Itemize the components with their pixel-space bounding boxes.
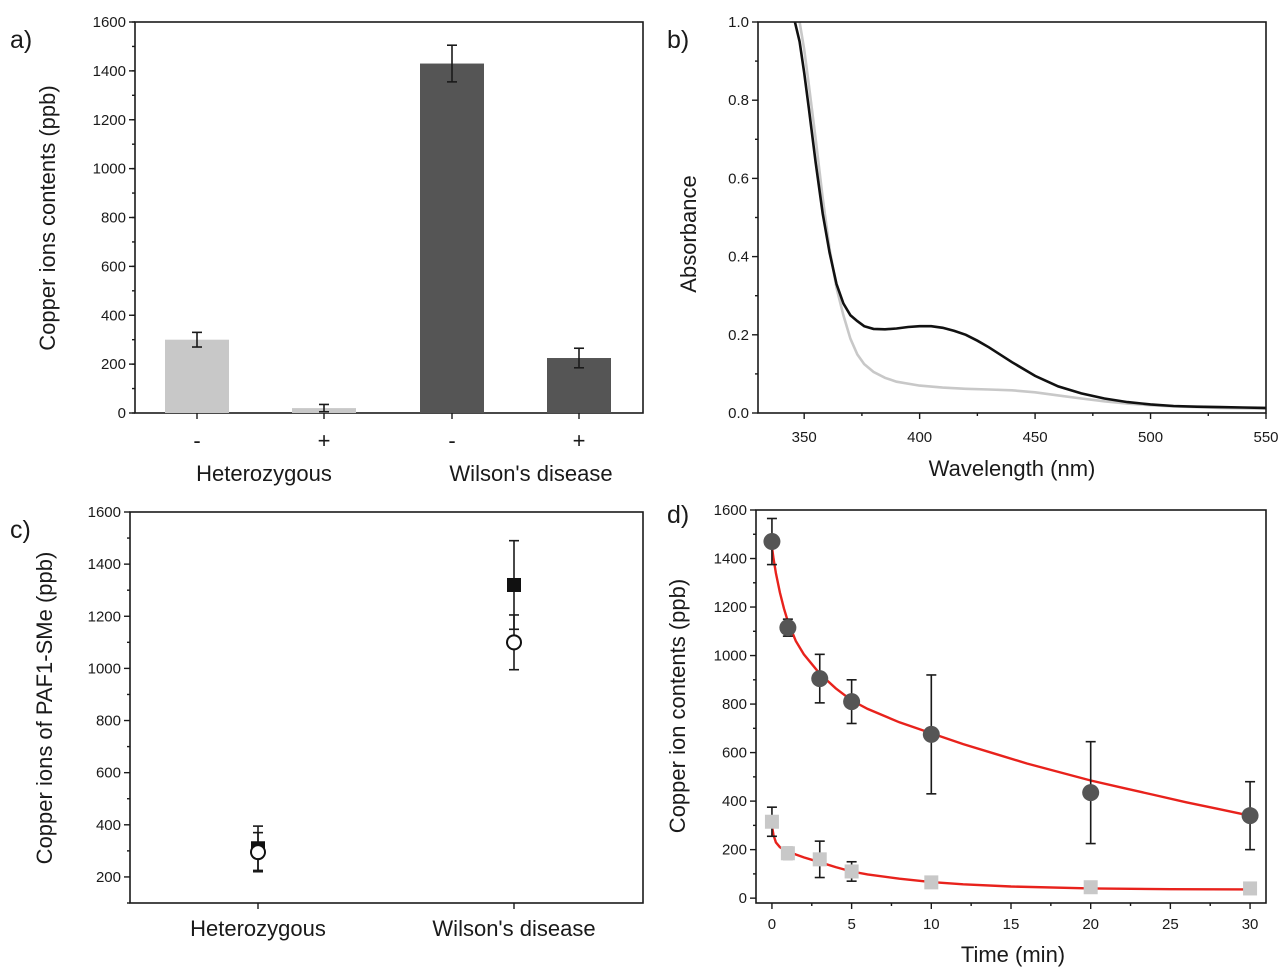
category-label: Wilson's disease bbox=[432, 916, 595, 941]
axis-d-xtick-label: 15 bbox=[1003, 916, 1020, 933]
axis-d-ytick-label: 800 bbox=[722, 696, 747, 713]
axis-d-ytick-label: 1600 bbox=[714, 502, 747, 519]
axis-d-ytick-label: 1000 bbox=[714, 648, 747, 665]
bar bbox=[165, 339, 229, 413]
panel-a: 0 200 400 600 800 1000 1200 1400 1600 a) Copper io… bbox=[10, 14, 644, 486]
point-square bbox=[507, 577, 521, 592]
bar-sign-label: - bbox=[193, 428, 200, 453]
x-axis-title: Wavelength (nm) bbox=[929, 456, 1096, 481]
axis-c-ytick-label: 400 bbox=[96, 817, 121, 834]
axis-a-ytick-label: 600 bbox=[101, 258, 126, 275]
axis-d-xtick-label: 30 bbox=[1242, 916, 1259, 933]
axis-d-xtick-label: 0 bbox=[768, 916, 776, 933]
spectrum-line bbox=[793, 22, 1266, 410]
spectrum-line bbox=[798, 22, 1266, 410]
axis-c-ytick-label: 1200 bbox=[88, 608, 121, 625]
axis-a-ytick-label: 1400 bbox=[93, 63, 126, 80]
panel-label: b) bbox=[667, 26, 689, 54]
axis-a-ytick-label: 200 bbox=[101, 356, 126, 373]
panel-c: 200 400 600 800 1000 1200 1400 1600 Heterozygous… bbox=[10, 504, 644, 941]
panel-d: 0 200 400 600 800 1000 1200 1400 1600 0 5 10 15 20 25 3… bbox=[665, 501, 1267, 967]
x-axis-title: Time (min) bbox=[961, 942, 1065, 967]
axis-c-ytick-label: 200 bbox=[96, 869, 121, 886]
plot-frame bbox=[129, 511, 644, 904]
axis-b-ytick-label: 0.4 bbox=[728, 249, 749, 266]
axis-c-ytick-label: 1600 bbox=[88, 504, 121, 521]
axis-c-ytick-label: 600 bbox=[96, 765, 121, 782]
axis-b-ytick-label: 0.8 bbox=[728, 92, 749, 109]
axis-d-ytick-label: 1200 bbox=[714, 599, 747, 616]
axis-b-xtick-label: 500 bbox=[1138, 429, 1163, 446]
axis-d-ytick-label: 0 bbox=[739, 890, 747, 907]
axis-d-xtick-label: 10 bbox=[923, 916, 940, 933]
point-square bbox=[844, 864, 859, 879]
point-circle bbox=[1082, 784, 1100, 802]
point-circle bbox=[811, 670, 829, 688]
axis-b-xtick-label: 350 bbox=[792, 429, 817, 446]
point-circle bbox=[922, 725, 940, 743]
y-axis-title: Copper ion contents (ppb) bbox=[665, 579, 690, 833]
axis-a-ytick-label: 1000 bbox=[93, 161, 126, 178]
axis-d-xtick-label: 5 bbox=[847, 916, 855, 933]
axis-c-ytick-label: 1000 bbox=[88, 660, 121, 677]
panel-label: d) bbox=[667, 501, 689, 529]
bar-sign-label: + bbox=[573, 428, 586, 453]
axis-b-ytick-label: 0.0 bbox=[728, 405, 749, 422]
point-square bbox=[1083, 880, 1098, 895]
point-square bbox=[1243, 881, 1258, 896]
axis-b-xtick-label: 450 bbox=[1023, 429, 1048, 446]
bar-sign-label: + bbox=[318, 428, 331, 453]
point-square bbox=[764, 814, 779, 829]
axis-b-ytick-label: 0.2 bbox=[728, 327, 749, 344]
axis-a-ytick-label: 400 bbox=[101, 307, 126, 324]
axis-c-ytick-label: 1400 bbox=[88, 556, 121, 573]
axis-a-ytick-label: 800 bbox=[101, 210, 126, 227]
point-square bbox=[924, 875, 939, 890]
fit-curve bbox=[770, 825, 1251, 891]
axis-d-ytick-label: 1400 bbox=[714, 551, 747, 568]
y-axis-title: Absorbance bbox=[676, 175, 701, 292]
panel-label: a) bbox=[10, 26, 32, 54]
bar bbox=[420, 63, 484, 413]
point-circle bbox=[843, 693, 861, 711]
axis-d-ytick-label: 600 bbox=[722, 745, 747, 762]
fit-curve bbox=[770, 546, 1251, 817]
axis-d-xtick-label: 20 bbox=[1082, 916, 1099, 933]
point-circle bbox=[1241, 807, 1259, 825]
axis-d-ytick-label: 400 bbox=[722, 793, 747, 810]
group-label: Heterozygous bbox=[196, 461, 332, 486]
y-axis-title: Copper ions contents (ppb) bbox=[35, 85, 60, 350]
plot-frame bbox=[755, 509, 1267, 904]
axis-b-ytick-label: 0.6 bbox=[728, 170, 749, 187]
point-circle bbox=[250, 844, 266, 861]
bar-sign-label: - bbox=[448, 428, 455, 453]
axis-a-ytick-label: 1200 bbox=[93, 112, 126, 129]
axis-b-xtick-label: 550 bbox=[1253, 429, 1278, 446]
point-circle bbox=[763, 533, 781, 551]
axis-a-ytick-label: 1600 bbox=[93, 14, 126, 31]
plot-frame bbox=[757, 21, 1267, 414]
group-label: Wilson's disease bbox=[449, 461, 612, 486]
point-circle bbox=[506, 634, 522, 651]
axis-d-xtick-label: 25 bbox=[1162, 916, 1179, 933]
axis-c-ytick-label: 800 bbox=[96, 713, 121, 730]
category-label: Heterozygous bbox=[190, 916, 326, 941]
axis-b-xtick-label: 400 bbox=[907, 429, 932, 446]
point-circle bbox=[779, 619, 797, 637]
point-square bbox=[812, 852, 827, 867]
axis-a-ytick-label: 0 bbox=[118, 405, 126, 422]
point-square bbox=[780, 846, 795, 861]
y-axis-title: Copper ions of PAF1-SMe (ppb) bbox=[32, 552, 57, 865]
panel-label: c) bbox=[10, 516, 31, 544]
axis-d-ytick-label: 200 bbox=[722, 842, 747, 859]
panel-b: 0.0 0.2 0.4 0.6 0.8 1.0 350 400 450 500 550 b) Absor… bbox=[667, 14, 1279, 481]
axis-b-ytick-label: 1.0 bbox=[728, 14, 749, 31]
